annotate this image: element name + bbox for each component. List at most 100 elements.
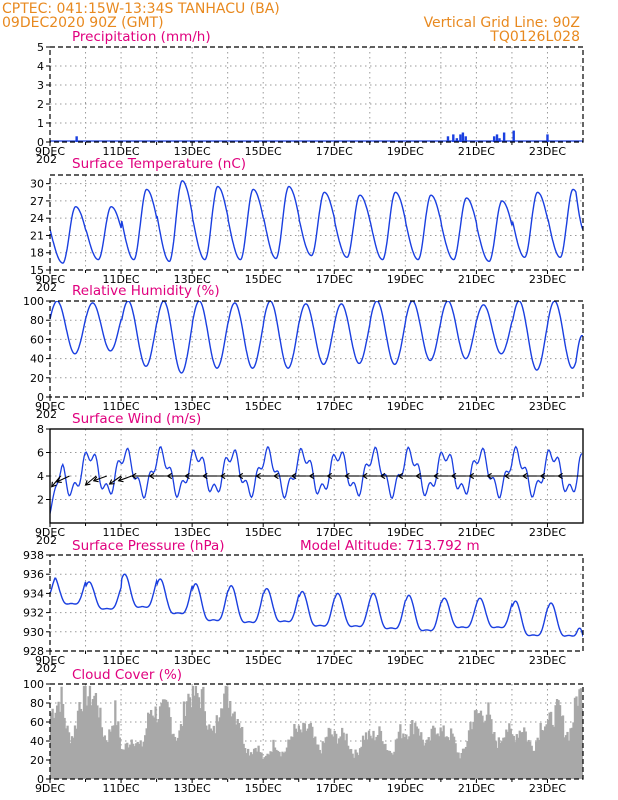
cloud-bar [161, 699, 165, 779]
cloud-bar [509, 728, 512, 779]
panel-frame [49, 46, 584, 143]
cloud-bar [160, 703, 163, 779]
panel-title: Surface Temperature (nC) [72, 156, 246, 172]
cloud-bar [87, 696, 90, 779]
plot-area [50, 573, 583, 637]
cloud-bar [449, 728, 453, 779]
wind-arrows [51, 472, 583, 488]
cloud-bar [551, 724, 554, 779]
wind-arrow-head [273, 472, 279, 480]
cloud-bar [573, 697, 577, 779]
cloud-bar [91, 699, 95, 779]
x-tick-label: 17DEC [316, 145, 353, 158]
cloud-bar [97, 717, 101, 779]
cloud-bar [470, 729, 474, 779]
panel-title: Precipitation (mm/h) [72, 29, 211, 45]
wind-arrow-head [166, 472, 173, 480]
precip-bar [495, 134, 499, 142]
cloud-bar [511, 734, 514, 779]
cloud-bar [205, 725, 208, 779]
cloud-bar [317, 744, 320, 779]
cloud-bar [458, 758, 462, 779]
wind-arrow-head [397, 472, 403, 480]
cloud-bar [384, 743, 387, 779]
cloud-bar [533, 750, 536, 779]
cloud-bar [330, 734, 333, 779]
wind-arrow-head [415, 472, 421, 480]
cloud-bar [521, 732, 524, 779]
cloud-bar [382, 744, 386, 779]
cloud-bar [276, 750, 280, 779]
cloud-bar [66, 725, 69, 779]
cloud-bar [314, 736, 317, 779]
cloud-bar [549, 711, 553, 779]
cloud-bar [406, 739, 409, 779]
y-tick-label: 6 [37, 447, 44, 460]
cloud-bar [502, 737, 505, 779]
x-tick-label: 9DEC [35, 782, 65, 795]
cloud-bar [118, 737, 121, 779]
cloud-bar [538, 739, 541, 779]
cloud-bar [242, 743, 245, 779]
cloud-bar [318, 749, 321, 779]
x-year-cutoff: 202 [36, 408, 57, 421]
cloud-bar [539, 722, 542, 779]
cloud-bar [373, 740, 377, 779]
cloud-bar [335, 733, 338, 779]
x-tick-label: 13DEC [174, 400, 211, 413]
cloud-bar [218, 717, 221, 779]
cloud-bar [536, 737, 539, 779]
cloud-bar [548, 712, 551, 779]
cloud-bar [391, 754, 395, 779]
cloud-bar [178, 730, 181, 779]
cloud-bar [388, 750, 392, 779]
precip-bar [452, 134, 455, 142]
cloud-bar [518, 730, 521, 779]
cloud-bar [300, 732, 304, 779]
x-tick-label: 15DEC [245, 273, 282, 286]
cloud-bar [264, 755, 268, 779]
cloud-bar [109, 731, 112, 779]
panel-frame [49, 683, 584, 780]
cloud-bar [326, 736, 329, 779]
cloud-bar [184, 715, 187, 779]
cloud-bar [546, 719, 550, 779]
cloud-bar [145, 728, 148, 779]
cloud-bar [157, 719, 160, 779]
x-tick-label: 15DEC [245, 782, 282, 795]
cloud-bar [355, 752, 359, 779]
y-tick-label: 0 [37, 773, 44, 786]
wind-arrow-head [468, 472, 475, 480]
cloud-bar [348, 749, 351, 779]
cloud-bar [396, 738, 399, 779]
x-tick-label: 17DEC [316, 782, 353, 795]
cloud-bar [429, 741, 432, 779]
cloud-bar [582, 701, 583, 779]
cloud-bar [141, 746, 144, 779]
cloud-bar [499, 742, 502, 779]
cloud-bar [138, 743, 141, 779]
cloud-bar [79, 708, 83, 779]
x-tick-label: 13DEC [174, 145, 211, 158]
cloud-bar [120, 748, 123, 779]
cloud-bar [166, 701, 169, 779]
panel-wind: Surface Wind (m/s) 2 4 6 8 9DEC 11DEC 13DEC 15DE… [35, 411, 584, 547]
x-tick-label: 13DEC [174, 526, 211, 539]
cloud-bar [239, 728, 242, 779]
cloud-bar [202, 686, 205, 779]
x-tick-label: 9DEC [35, 526, 65, 539]
wind-arrow-head [344, 472, 350, 480]
x-tick-label: 15DEC [245, 526, 282, 539]
x-tick-label: 11DEC [103, 145, 140, 158]
cloud-bar [263, 757, 266, 779]
cloud-bar [479, 710, 483, 779]
cloud-bar [367, 730, 371, 779]
panel-title: Surface Wind (m/s) [72, 411, 201, 427]
x-tick-label: 9DEC [35, 273, 65, 286]
cloud-bar [267, 754, 271, 779]
cloud-bar [123, 749, 126, 779]
cloud-bar [217, 721, 220, 779]
wind-arrow-head [148, 472, 155, 480]
wind-arrow-head [55, 477, 62, 483]
x-tick-label: 11DEC [103, 526, 140, 539]
